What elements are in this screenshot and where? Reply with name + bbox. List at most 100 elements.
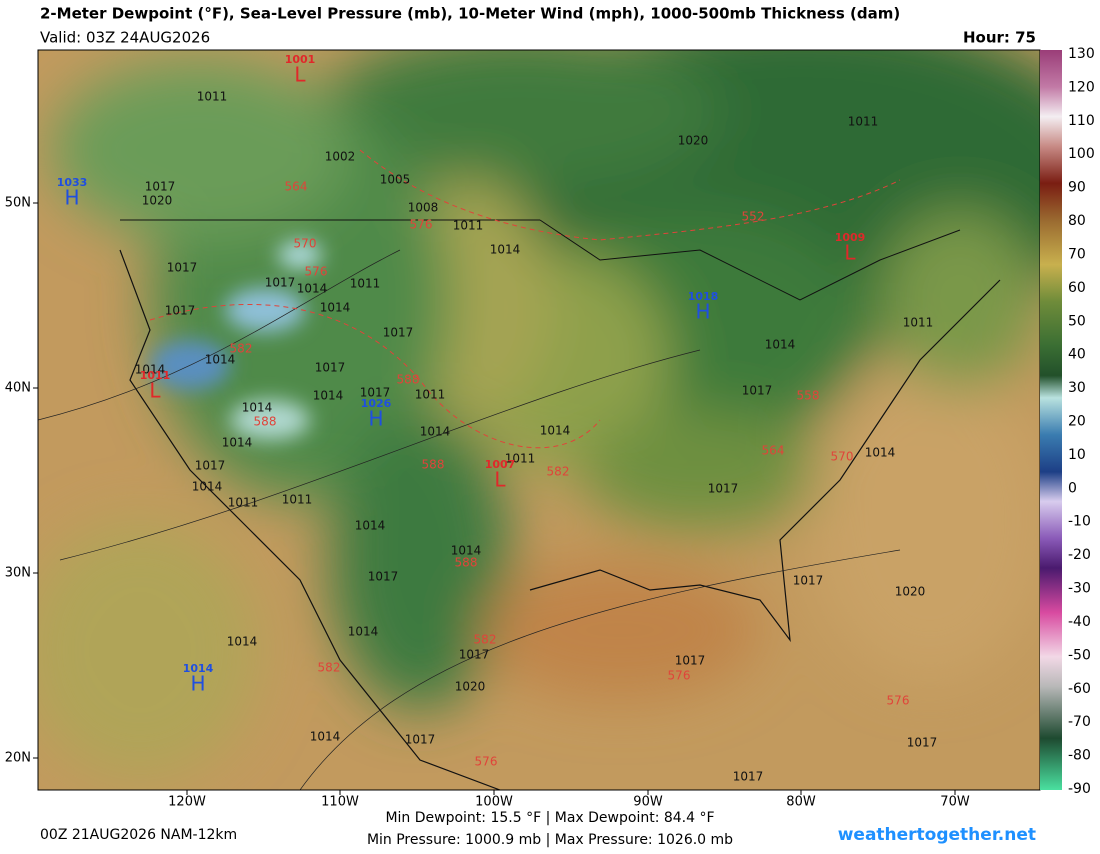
isobar-label: 1005 <box>380 173 411 187</box>
isobar-label: 1017 <box>793 574 824 588</box>
colorbar <box>1040 50 1062 790</box>
thickness-label: 582 <box>547 465 570 479</box>
isobar-label: 1011 <box>197 90 228 104</box>
thickness-label: 582 <box>318 661 341 675</box>
thickness-label: 576 <box>668 669 691 683</box>
colorbar-tick-label: -80 <box>1068 748 1091 764</box>
isobar-label: 1011 <box>415 388 446 402</box>
center-letter: L <box>149 379 161 403</box>
colorbar-tick-label: 10 <box>1068 447 1086 463</box>
title: 2-Meter Dewpoint (°F), Sea-Level Pressur… <box>40 5 900 23</box>
stats-dewpoint: Min Dewpoint: 15.5 °F | Max Dewpoint: 84… <box>385 810 714 826</box>
isobar-label: 1014 <box>310 730 341 744</box>
lon-label: 110W <box>321 795 359 810</box>
isobar-label: 1014 <box>192 480 223 494</box>
isobar-label: 1011 <box>903 316 934 330</box>
isobar-label: 1014 <box>765 338 796 352</box>
thickness-label: 564 <box>285 180 308 194</box>
isobar-label: 1014 <box>451 544 482 558</box>
lon-label: 120W <box>168 795 206 810</box>
isobar-label: 1014 <box>865 446 896 460</box>
lon-label: 80W <box>786 795 816 810</box>
colorbar-tick-label: -70 <box>1068 714 1091 730</box>
colorbar-tick-label: 120 <box>1068 79 1095 95</box>
colorbar-tick-label: 20 <box>1068 414 1086 430</box>
isobar-label: 1017 <box>145 180 176 194</box>
colorbar-tick-label: 30 <box>1068 380 1086 396</box>
thickness-label: 582 <box>230 342 253 356</box>
isobar-label: 1017 <box>195 459 226 473</box>
isobar-label: 1011 <box>350 277 381 291</box>
thickness-label: 570 <box>831 450 854 464</box>
isobar-label: 1014 <box>355 519 386 533</box>
colorbar-tick-label: 90 <box>1068 180 1086 196</box>
colorbar-tick-label: -30 <box>1068 581 1091 597</box>
center-value: 1009 <box>835 231 866 244</box>
center-value: 1001 <box>285 53 316 66</box>
isobar-label: 1014 <box>205 353 236 367</box>
isobar-label: 1014 <box>420 425 451 439</box>
colorbar-tick-label: 100 <box>1068 146 1095 162</box>
isobar-label: 1017 <box>383 326 414 340</box>
isobar-label: 1014 <box>242 401 273 415</box>
isobar-label: 1017 <box>360 386 391 400</box>
isobar-label: 1014 <box>320 301 351 315</box>
thickness-label: 588 <box>422 458 445 472</box>
isobar-label: 1017 <box>733 770 764 784</box>
colorbar-tick-label: 80 <box>1068 213 1086 229</box>
isobar-label: 1017 <box>742 384 773 398</box>
thickness-label: 576 <box>305 265 328 279</box>
isobar-label: 1008 <box>408 201 439 215</box>
center-value: 1007 <box>485 458 516 471</box>
center-value: 1018 <box>688 290 719 303</box>
isobar-label: 1014 <box>313 389 344 403</box>
isobar-label: 1020 <box>678 134 709 148</box>
isobar-label: 1014 <box>297 282 328 296</box>
isobar-label: 1011 <box>848 115 879 129</box>
isobar-label: 1020 <box>895 585 926 599</box>
thickness-label: 570 <box>294 237 317 251</box>
valid-time: Valid: 03Z 24AUG2026 <box>40 29 210 47</box>
isobar-label: 1017 <box>459 648 490 662</box>
center-letter: H <box>64 186 79 210</box>
isobar-label: 1017 <box>907 736 938 750</box>
center-value: 1033 <box>57 176 88 189</box>
center-letter: H <box>368 407 383 431</box>
isobar-label: 1017 <box>405 733 436 747</box>
isobar-label: 1017 <box>675 654 706 668</box>
colorbar-tick-label: -40 <box>1068 614 1091 630</box>
forecast-hour: Hour: 75 <box>963 29 1036 47</box>
thickness-label: 576 <box>887 694 910 708</box>
thickness-label: 576 <box>475 755 498 769</box>
isobar-label: 1020 <box>455 680 486 694</box>
colorbar-tick-label: 50 <box>1068 313 1086 329</box>
colorbar-tick-label: 130 <box>1068 46 1095 62</box>
thickness-label: 576 <box>410 218 433 232</box>
site-name: weathertogether.net <box>838 825 1036 845</box>
colorbar-tick-label: -90 <box>1068 781 1091 797</box>
colorbar-tick-label: 40 <box>1068 347 1086 363</box>
isobar-label: 1014 <box>490 243 521 257</box>
isobar-label: 1014 <box>222 436 253 450</box>
isobar-label: 1011 <box>453 219 484 233</box>
isobar-label: 1017 <box>265 276 296 290</box>
colorbar-tick-label: -10 <box>1068 514 1091 530</box>
isobar-label: 1011 <box>505 452 536 466</box>
center-letter: L <box>494 468 506 492</box>
isobar-label: 1014 <box>348 625 379 639</box>
isobar-label: 1014 <box>135 363 166 377</box>
center-letter: H <box>190 672 205 696</box>
lat-label: 50N <box>5 196 31 211</box>
center-letter: L <box>844 241 856 265</box>
stats-pressure: Min Pressure: 1000.9 mb | Max Pressure: … <box>367 832 733 848</box>
isobar-label: 1011 <box>282 493 313 507</box>
thickness-label: 582 <box>474 633 497 647</box>
lon-label: 100W <box>475 795 513 810</box>
center-value: 1014 <box>183 662 214 675</box>
thickness-label: 552 <box>742 210 765 224</box>
center-value: 1026 <box>361 397 392 410</box>
isobar-label: 1002 <box>325 150 356 164</box>
colorbar-tick-label: 70 <box>1068 246 1086 262</box>
colorbar-tick-label: 0 <box>1068 480 1077 496</box>
